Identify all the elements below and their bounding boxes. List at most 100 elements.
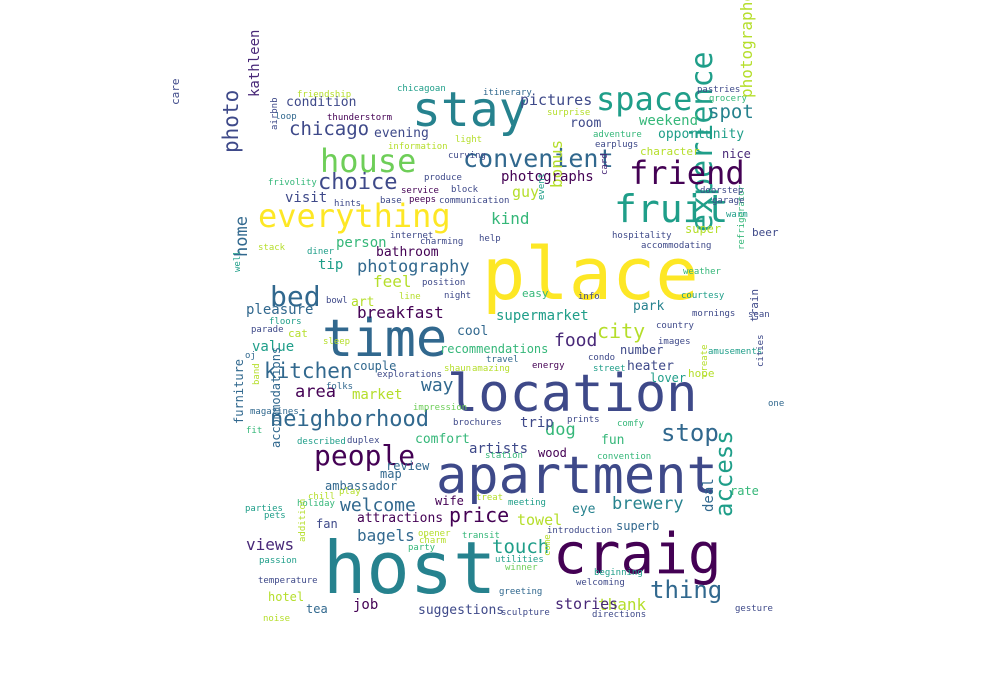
word-accommodations: accommodations xyxy=(269,346,283,448)
word-wife: wife xyxy=(435,494,464,508)
word-doorstep: doorstep xyxy=(700,186,744,196)
word-bowl: bowl xyxy=(326,296,348,306)
word-comfort: comfort xyxy=(415,432,470,447)
word-friendship: friendship xyxy=(297,90,352,100)
word-card: card xyxy=(600,153,610,175)
word-review: review xyxy=(386,459,430,473)
word-play: play xyxy=(339,487,361,497)
word-host: host xyxy=(323,526,497,610)
word-time: time xyxy=(322,309,448,369)
word-park: park xyxy=(633,299,665,314)
word-room: room xyxy=(570,116,602,131)
word-rate: rate xyxy=(730,484,759,498)
word-dog: dog xyxy=(545,420,576,440)
word-person: person xyxy=(336,235,387,251)
word-brochures: brochures xyxy=(453,418,502,428)
word-thank: thank xyxy=(598,595,647,614)
word-position: position xyxy=(422,278,466,288)
word-pleasure: pleasure xyxy=(246,302,314,318)
word-fruit: fruit xyxy=(614,187,729,231)
word-comfy: comfy xyxy=(617,419,645,429)
word-garage: garage xyxy=(712,196,745,206)
word-chicagoan: chicagoan xyxy=(397,84,446,94)
word-stories: stories xyxy=(555,595,619,613)
word-craig: craig xyxy=(553,522,722,587)
word-floors: floors xyxy=(269,317,302,327)
word-parties: parties xyxy=(245,504,283,514)
word-thunderstorm: thunderstorm xyxy=(327,113,393,123)
word-convenient: convenient xyxy=(463,144,614,173)
word-character: character xyxy=(640,145,700,158)
word-chill: chill xyxy=(308,492,336,502)
word-opener: opener xyxy=(418,529,451,539)
word-condition: condition xyxy=(286,95,357,110)
word-block: block xyxy=(451,185,479,195)
word-amazing: amazing xyxy=(472,364,510,374)
word-place: place xyxy=(482,232,699,316)
word-photography: photography xyxy=(357,257,470,277)
word-adventure: adventure xyxy=(593,130,642,140)
word-trip: trip xyxy=(520,415,554,431)
word-bagels: bagels xyxy=(357,526,415,545)
word-stop: stop xyxy=(661,419,719,447)
word-pets: pets xyxy=(264,511,286,521)
word-wood: wood xyxy=(538,446,567,460)
word-weather: weather xyxy=(683,267,721,277)
word-thing: thing xyxy=(650,576,723,604)
word-service: service xyxy=(401,186,439,196)
word-help: help xyxy=(479,234,501,244)
word-earplugs: earplugs xyxy=(595,140,639,150)
word-magazines: magazines xyxy=(250,407,299,417)
word-accommodating: accommodating xyxy=(641,241,712,251)
word-fan: fan xyxy=(316,517,338,531)
word-passion: passion xyxy=(259,556,297,566)
word-come: come xyxy=(543,534,553,556)
word-cat: cat xyxy=(288,327,308,340)
word-neighborhood: neighborhood xyxy=(270,407,429,432)
word-feel: feel xyxy=(373,272,412,291)
word-meeting: meeting xyxy=(508,498,546,508)
word-photographs: photographs xyxy=(501,169,594,185)
word-hope: hope xyxy=(688,367,715,380)
word-transit: transit xyxy=(462,531,500,541)
word-deal: deal xyxy=(701,478,717,512)
word-guy: guy xyxy=(512,183,540,201)
word-charming: charming xyxy=(420,237,464,247)
word-spot: spot xyxy=(708,101,754,123)
word-temperature: temperature xyxy=(258,576,318,586)
word-sleep: sleep xyxy=(323,337,351,347)
word-space: space xyxy=(596,80,693,118)
word-pastries: pastries xyxy=(697,85,741,95)
word-kathleen: kathleen xyxy=(247,29,263,97)
word-way: way xyxy=(421,375,454,396)
word-food: food xyxy=(554,330,598,351)
word-brewery: brewery xyxy=(612,494,684,514)
word-addition: addition xyxy=(298,498,308,542)
word-sculpture: sculpture xyxy=(501,608,550,618)
word-tip: tip xyxy=(318,257,344,273)
word-charm: charm xyxy=(419,536,447,546)
word-friend: friend xyxy=(629,154,745,192)
word-stack: stack xyxy=(258,243,286,253)
word-city: city xyxy=(597,319,646,343)
word-suggestions: suggestions xyxy=(418,603,505,618)
word-event: event xyxy=(537,172,547,200)
word-number: number xyxy=(620,343,664,357)
word-duplex: duplex xyxy=(347,436,380,446)
word-amusements: amusements xyxy=(708,347,763,357)
word-hotel: hotel xyxy=(268,590,305,604)
word-frivolity: frivolity xyxy=(268,178,317,188)
word-noise: noise xyxy=(263,614,291,624)
word-beginning: beginning xyxy=(594,568,643,578)
word-shaun: shaun xyxy=(444,364,472,374)
word-party: party xyxy=(408,543,436,553)
word-chicago: chicago xyxy=(289,118,370,140)
word-easy: easy xyxy=(522,287,549,300)
word-people: people xyxy=(314,439,416,472)
word-stay: stay xyxy=(412,82,528,138)
word-heater: heater xyxy=(627,359,674,374)
word-views: views xyxy=(246,535,295,554)
word-prints: prints xyxy=(567,415,600,425)
word-artists: artists xyxy=(469,441,529,457)
